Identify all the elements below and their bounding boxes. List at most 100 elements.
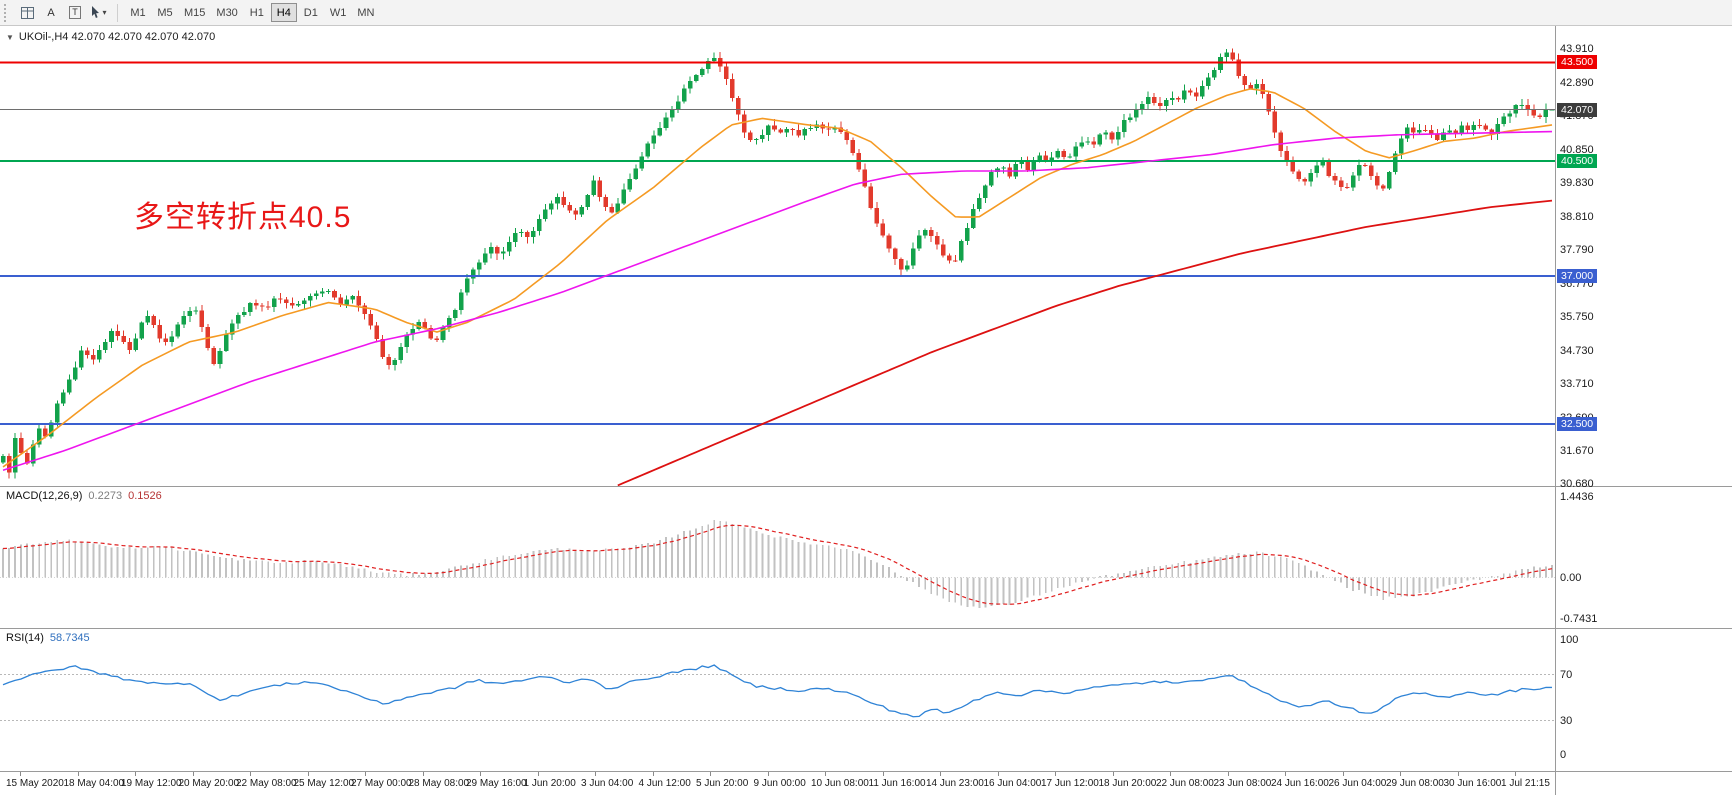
rsi-name: RSI(14) — [6, 632, 44, 644]
timeframe-mn-button[interactable]: MN — [352, 3, 379, 22]
toolbar: A T ▾ M1 M5 M15 M30 H1 H4 D1 W1 MN — [0, 0, 1732, 26]
rsi-axis-label: 70 — [1560, 668, 1573, 681]
label-tool-label: T — [69, 6, 81, 19]
rsi-axis-label: 30 — [1560, 714, 1573, 727]
price-level-badge: 40.500 — [1557, 154, 1598, 169]
macd-name: MACD(12,26,9) — [6, 490, 83, 502]
collapse-chart-icon[interactable]: ▼ — [6, 32, 14, 42]
time-tick — [537, 772, 539, 776]
timeframe-d1-button[interactable]: D1 — [298, 3, 324, 22]
toolbar-grip[interactable] — [4, 3, 10, 22]
value-axis-column: 43.91042.89041.87040.85039.83038.81037.7… — [1555, 26, 1732, 795]
time-axis-label: 24 Jun 16:00 — [1271, 778, 1329, 789]
time-tick — [422, 772, 424, 776]
timeframe-m5-button[interactable]: M5 — [152, 3, 178, 22]
time-tick — [1170, 772, 1171, 776]
time-axis-label: 26 Jun 04:00 — [1328, 778, 1387, 789]
grid-icon — [20, 6, 34, 19]
price-axis-label: 42.890 — [1560, 76, 1594, 89]
symbol-ohlc-label: ▼ UKOil-,H4 42.070 42.070 42.070 42.070 — [6, 31, 215, 43]
text-tool-button[interactable]: A — [40, 3, 62, 23]
timeframe-m30-button[interactable]: M30 — [211, 3, 242, 22]
rsi-axis-label: 100 — [1560, 634, 1579, 646]
time-axis-label: 5 Jun 20:00 — [696, 778, 749, 789]
price-level-badge: 37.000 — [1557, 269, 1598, 284]
rsi-value: 58.7345 — [49, 632, 90, 644]
time-axis-label: 18 May 04:00 — [63, 778, 125, 789]
time-tick — [1342, 772, 1344, 776]
time-axis-label: 19 May 12:00 — [121, 778, 182, 789]
time-axis-label: 30 Jun 16:00 — [1443, 778, 1502, 789]
time-tick — [1285, 772, 1286, 776]
time-axis-label: 22 Jun 08:00 — [1156, 778, 1214, 789]
time-axis-label: 10 Jun 08:00 — [811, 778, 869, 789]
cursor-icon — [92, 6, 100, 18]
time-axis-label: 11 Jun 16:00 — [868, 778, 926, 789]
price-axis[interactable]: 43.91042.89041.87040.85039.83038.81037.7… — [1556, 26, 1732, 491]
time-tick — [250, 772, 251, 776]
price-axis-label: 31.670 — [1560, 445, 1594, 458]
time-tick — [767, 772, 769, 776]
time-axis-label: 1 Jul 21:15 — [1501, 778, 1550, 789]
time-tick — [1400, 772, 1401, 776]
macd-axis-label: 1.4436 — [1560, 491, 1594, 503]
time-tick — [77, 772, 79, 776]
time-axis-label: 27 May 00:00 — [351, 778, 412, 789]
macd-chart-canvas[interactable] — [0, 487, 1555, 628]
time-tick — [365, 772, 366, 776]
rsi-chart-canvas[interactable] — [0, 629, 1555, 771]
timeframe-m1-button[interactable]: M1 — [125, 3, 151, 22]
time-axis-label: 25 May 12:00 — [293, 778, 355, 789]
timeframe-h4-button[interactable]: H4 — [270, 3, 297, 22]
chart-workspace: ▼ UKOil-,H4 42.070 42.070 42.070 42.070 … — [0, 26, 1732, 795]
text-tool-label: A — [47, 6, 55, 19]
price-axis-label: 38.810 — [1560, 210, 1594, 223]
time-axis-label: 29 May 16:00 — [466, 778, 527, 789]
price-chart-canvas[interactable] — [0, 26, 1555, 486]
timeframe-m15-button[interactable]: M15 — [179, 3, 210, 22]
rsi-label: RSI(14) 58.7345 — [6, 632, 90, 644]
time-axis-label: 16 Jun 04:00 — [983, 778, 1042, 789]
axis-corner — [1556, 772, 1732, 795]
macd-signal-value: 0.1526 — [128, 490, 162, 502]
chart-annotation-text[interactable]: 多空转折点40.5 — [134, 201, 352, 234]
time-tick — [1515, 772, 1516, 776]
toolbar-separator — [117, 3, 118, 22]
price-level-badge: 32.500 — [1557, 417, 1598, 432]
rsi-axis-label: 0 — [1560, 749, 1567, 761]
price-axis-label: 34.730 — [1560, 344, 1594, 357]
time-tick — [652, 772, 654, 776]
rsi-axis[interactable]: 100 70 30 0 — [1556, 629, 1732, 772]
charts-grid-tool-button[interactable] — [16, 3, 38, 23]
chart-column: ▼ UKOil-,H4 42.070 42.070 42.070 42.070 … — [0, 26, 1555, 795]
price-axis-label: 35.750 — [1560, 311, 1594, 324]
time-tick — [1112, 772, 1114, 776]
time-tick — [192, 772, 194, 776]
price-axis-label: 30.680 — [1560, 478, 1594, 491]
time-tick — [1055, 772, 1056, 776]
text-label-tool-button[interactable]: T — [64, 3, 86, 23]
cursor-tool-button[interactable]: ▾ — [88, 3, 110, 23]
time-tick — [825, 772, 826, 776]
macd-main-value: 0.2273 — [88, 490, 123, 502]
price-level-badge: 43.500 — [1557, 55, 1598, 70]
time-axis-label: 9 Jun 00:00 — [753, 778, 806, 789]
time-tick — [882, 772, 884, 776]
time-axis[interactable]: 15 May 2020 18 May 04:00 19 May 12:00 20 Ma… — [0, 772, 1555, 795]
time-tick — [307, 772, 309, 776]
timeframe-w1-button[interactable]: W1 — [325, 3, 352, 22]
time-tick — [20, 772, 21, 776]
time-axis-label: 28 May 08:00 — [408, 778, 470, 789]
time-axis-label: 23 Jun 08:00 — [1213, 778, 1272, 789]
timeframe-h1-button[interactable]: H1 — [244, 3, 270, 22]
chevron-down-icon: ▾ — [102, 8, 107, 17]
macd-axis[interactable]: 1.4436 0.00 -0.7431 — [1556, 487, 1732, 629]
time-axis-label: 18 Jun 20:00 — [1098, 778, 1157, 789]
time-axis-label: 17 Jun 12:00 — [1041, 778, 1099, 789]
symbol-header-text: UKOil-,H4 42.070 42.070 42.070 42.070 — [18, 31, 216, 43]
price-axis-label: 33.710 — [1560, 378, 1594, 391]
time-tick — [480, 772, 481, 776]
price-axis-label: 40.850 — [1560, 143, 1594, 156]
timeframe-toolbar: M1 M5 M15 M30 H1 H4 D1 W1 MN — [125, 3, 379, 22]
